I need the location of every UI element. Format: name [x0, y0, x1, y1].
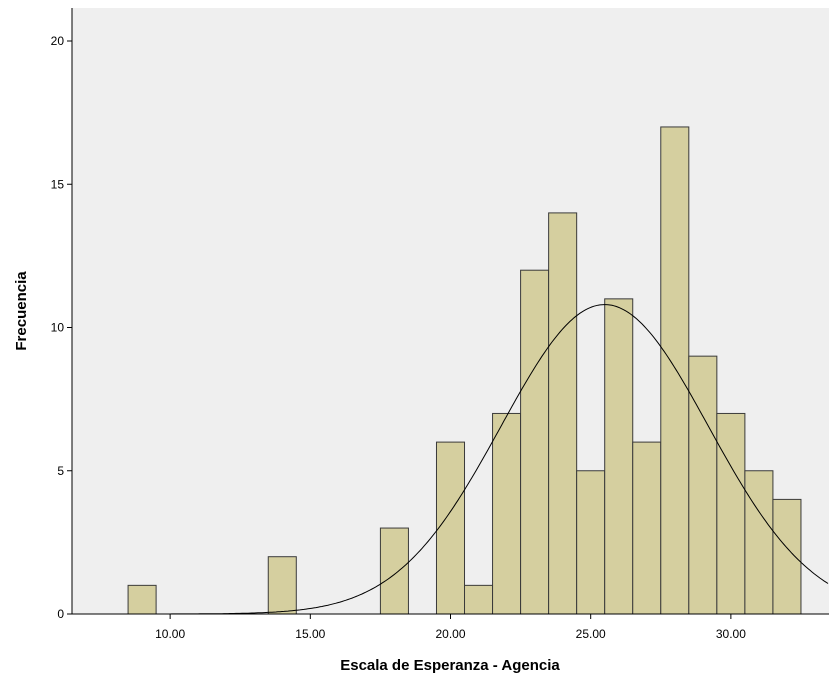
- histogram-bar: [744, 470, 774, 615]
- y-tick-label: 0: [57, 607, 64, 621]
- histogram-bar: [688, 355, 718, 615]
- histogram-bar: [435, 441, 466, 615]
- y-tick-label: 5: [57, 464, 64, 478]
- histogram-bar: [576, 470, 606, 615]
- histogram-bar: [772, 498, 802, 615]
- histogram-bar: [464, 584, 494, 615]
- x-tick-label: 10.00: [155, 627, 185, 641]
- histogram-bar: [604, 298, 634, 615]
- histogram-bar: [632, 441, 662, 615]
- histogram-bar: [520, 269, 550, 615]
- histogram-bar: [379, 527, 409, 615]
- histogram-bar: [267, 556, 297, 615]
- x-tick-label: 30.00: [716, 627, 746, 641]
- y-tick-label: 15: [51, 177, 65, 191]
- bars-layer: [127, 126, 802, 615]
- histogram-bar: [660, 126, 690, 615]
- y-axis-title: Frecuencia: [13, 271, 30, 351]
- histogram-bar: [548, 212, 578, 615]
- x-tick-label: 25.00: [576, 627, 606, 641]
- y-tick-label: 10: [51, 321, 65, 335]
- x-axis-title: Escala de Esperanza - Agencia: [340, 657, 560, 674]
- x-ticks-layer: 10.00 15.00 20.00 25.00 30.00: [155, 614, 746, 641]
- y-tick-label: 20: [51, 34, 65, 48]
- histogram-bar: [716, 412, 746, 615]
- x-tick-label: 20.00: [435, 627, 465, 641]
- histogram-bar: [492, 412, 522, 615]
- x-tick-label: 15.00: [295, 627, 325, 641]
- y-ticks-layer: 0 5 10 15 20: [51, 34, 72, 621]
- histogram-bar: [127, 584, 157, 615]
